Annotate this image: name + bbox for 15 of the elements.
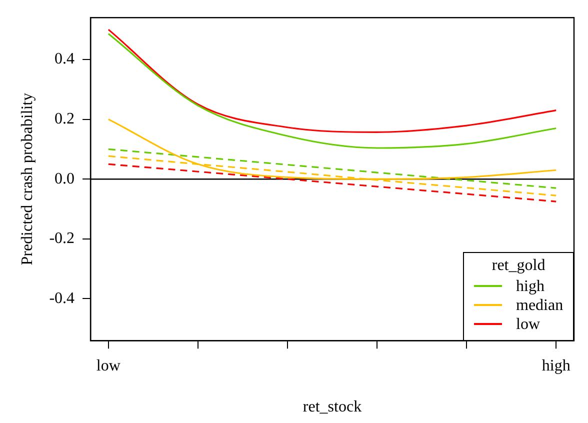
y-tick-label: -0.2	[49, 230, 75, 248]
line-series	[108, 163, 557, 202]
line-series	[108, 32, 557, 149]
y-tick-label: -0.4	[49, 290, 75, 307]
y-tick-label: 0.4	[54, 50, 75, 68]
line-series	[108, 148, 557, 189]
x-axis-title: ret_stock	[302, 398, 362, 416]
y-tick-label: 0.0	[54, 170, 75, 188]
legend-label: high	[516, 276, 544, 296]
y-axis-title: Predicted crash probability	[18, 92, 36, 266]
legend-label: low	[516, 314, 540, 334]
line-series	[108, 28, 557, 133]
legend-title: ret_gold	[490, 256, 546, 275]
y-tick-label: 0.2	[54, 110, 75, 128]
legend-label: median	[516, 296, 564, 315]
